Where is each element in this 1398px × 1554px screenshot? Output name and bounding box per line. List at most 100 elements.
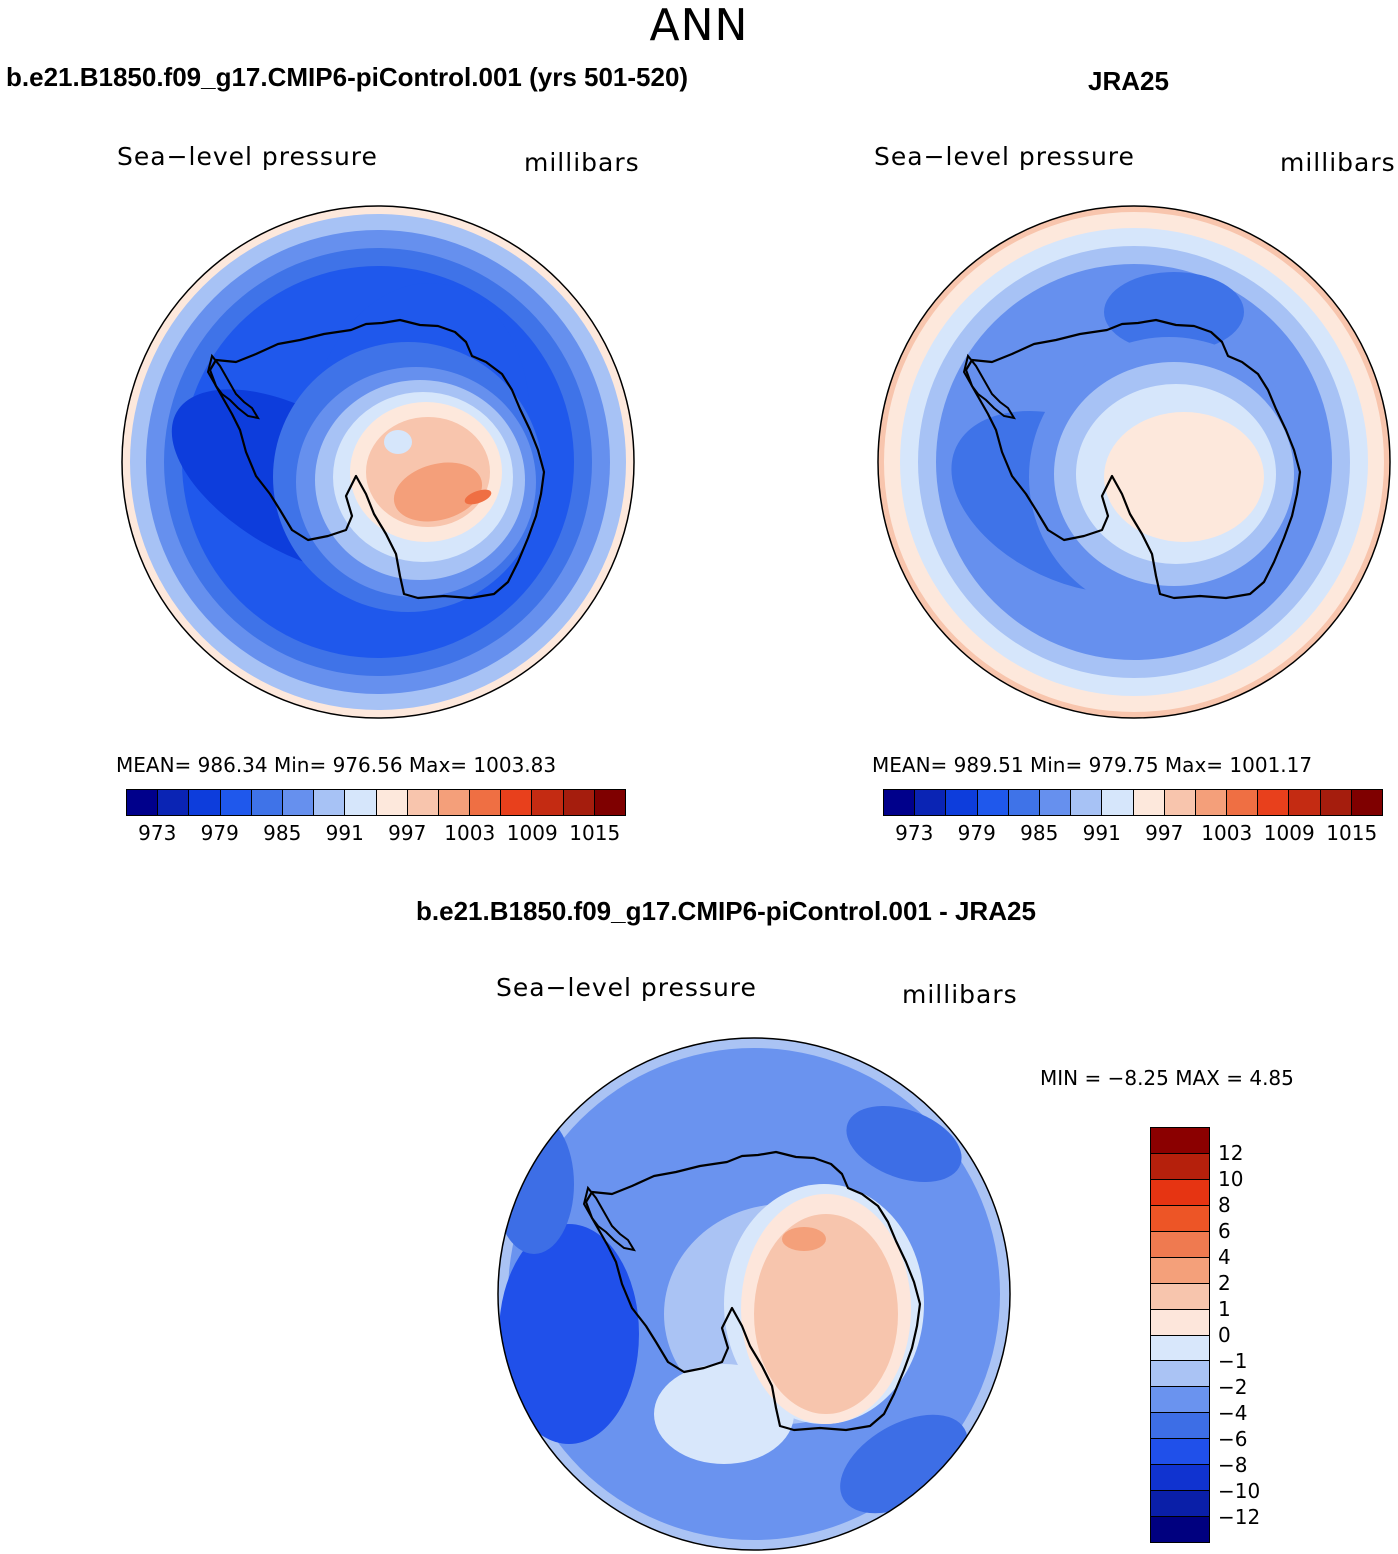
colorbar-cell [1151, 1309, 1209, 1336]
colorbar-cell [1151, 1335, 1209, 1362]
contour-fill [393, 462, 483, 522]
model-stats: MEAN= 986.34 Min= 976.56 Max= 1003.83 [116, 753, 557, 777]
map-border [877, 205, 1391, 719]
colorbar-cell [1289, 790, 1321, 815]
colorbar-tick-label: 979 [957, 821, 996, 845]
colorbar-cell [127, 790, 159, 815]
coastline [584, 1150, 922, 1432]
contour-fill [782, 1227, 826, 1251]
contour-fill [464, 489, 492, 505]
colorbar-cell [1151, 1179, 1209, 1206]
colorbar-cell [189, 790, 221, 815]
colorbar-tick-label: 1 [1218, 1297, 1231, 1321]
model-variable-label: Sea−level pressure [117, 142, 378, 171]
colorbar-cell [946, 790, 978, 815]
colorbar-tick-label: −6 [1218, 1427, 1248, 1451]
model-panel-title: b.e21.B1850.f09_g17.CMIP6-piControl.001 … [6, 62, 689, 92]
difference-polar-map [497, 1037, 1011, 1551]
obs-colorbar [883, 789, 1383, 816]
colorbar-tick-label: 991 [325, 821, 364, 845]
colorbar-cell [1151, 1128, 1209, 1154]
colorbar-cell [1071, 790, 1103, 815]
peninsula-coastline [962, 353, 1017, 420]
colorbar-cell [1151, 1465, 1209, 1492]
colorbar-cell [501, 790, 533, 815]
colorbar-tick-label: 1009 [506, 821, 558, 845]
model-colorbar [126, 789, 626, 816]
obs-stats: MEAN= 989.51 Min= 979.75 Max= 1001.17 [872, 753, 1313, 777]
model-units-label: millibars [524, 148, 640, 177]
obs-units-label: millibars [1280, 148, 1396, 177]
difference-variable-label: Sea−level pressure [496, 973, 757, 1002]
colorbar-cell [1151, 1153, 1209, 1180]
colorbar-tick-label: 1003 [444, 821, 496, 845]
map-border [121, 205, 635, 719]
obs-panel-title: JRA25 [1088, 66, 1169, 96]
colorbar-tick-label: 985 [263, 821, 302, 845]
colorbar-tick-label: 1015 [569, 821, 621, 845]
colorbar-tick-label: 10 [1218, 1167, 1244, 1191]
difference-panel-title: b.e21.B1850.f09_g17.CMIP6-piControl.001 … [416, 896, 1036, 926]
colorbar-cell [1195, 790, 1228, 815]
colorbar-cell [407, 790, 439, 815]
colorbar-tick-label: 973 [895, 821, 934, 845]
colorbar-cell [884, 790, 916, 815]
contour-fill [754, 1214, 898, 1414]
colorbar-cell [1227, 790, 1259, 815]
figure-title: ANN [649, 0, 749, 51]
colorbar-cell [1151, 1491, 1209, 1518]
difference-stats: MIN = −8.25 MAX = 4.85 [1040, 1066, 1294, 1090]
colorbar-cell [1008, 790, 1040, 815]
colorbar-tick-label: 12 [1218, 1141, 1244, 1165]
colorbar-cell [470, 790, 502, 815]
colorbar-tick-label: −12 [1218, 1505, 1261, 1529]
colorbar-cell [345, 790, 377, 815]
colorbar-cell [915, 790, 947, 815]
contour-fill [384, 430, 412, 454]
colorbar-cell [1258, 790, 1290, 815]
colorbar-cell [220, 790, 252, 815]
colorbar-cell [158, 790, 190, 815]
colorbar-cell [1151, 1205, 1209, 1232]
contour-fill [1104, 412, 1264, 542]
peninsula-coastline [582, 1185, 637, 1252]
coastline [964, 318, 1302, 600]
peninsula-coastline [206, 353, 261, 420]
colorbar-cell [1151, 1257, 1209, 1284]
colorbar-tick-label: 0 [1218, 1323, 1231, 1347]
colorbar-cell [563, 790, 595, 815]
colorbar-cell [1151, 1439, 1209, 1466]
map-border [497, 1037, 1011, 1551]
colorbar-tick-label: 1009 [1263, 821, 1315, 845]
colorbar-cell [1151, 1283, 1209, 1310]
colorbar-cell [1151, 1361, 1209, 1388]
colorbar-cell [1320, 790, 1352, 815]
colorbar-tick-label: 991 [1082, 821, 1121, 845]
colorbar-cell [251, 790, 283, 815]
difference-units-label: millibars [902, 980, 1018, 1009]
colorbar-tick-label: 4 [1218, 1245, 1231, 1269]
colorbar-tick-label: 973 [138, 821, 177, 845]
colorbar-cell [1039, 790, 1072, 815]
colorbar-cell [594, 790, 625, 815]
colorbar-tick-label: −1 [1218, 1349, 1248, 1373]
colorbar-cell [532, 790, 564, 815]
colorbar-cell [282, 790, 315, 815]
coastline [208, 318, 546, 600]
colorbar-cell [1151, 1387, 1209, 1414]
colorbar-tick-label: 997 [1145, 821, 1184, 845]
colorbar-cell [1351, 790, 1382, 815]
colorbar-cell [438, 790, 471, 815]
colorbar-cell [1151, 1517, 1209, 1542]
difference-colorbar [1150, 1127, 1210, 1543]
colorbar-tick-label: 8 [1218, 1193, 1231, 1217]
colorbar-tick-label: −10 [1218, 1479, 1261, 1503]
colorbar-cell [1133, 790, 1165, 815]
colorbar-tick-label: 1015 [1326, 821, 1378, 845]
colorbar-tick-label: −4 [1218, 1401, 1248, 1425]
colorbar-cell [1151, 1231, 1209, 1258]
obs-variable-label: Sea−level pressure [874, 142, 1135, 171]
colorbar-tick-label: 6 [1218, 1219, 1231, 1243]
colorbar-tick-label: 997 [388, 821, 427, 845]
colorbar-cell [1151, 1413, 1209, 1440]
